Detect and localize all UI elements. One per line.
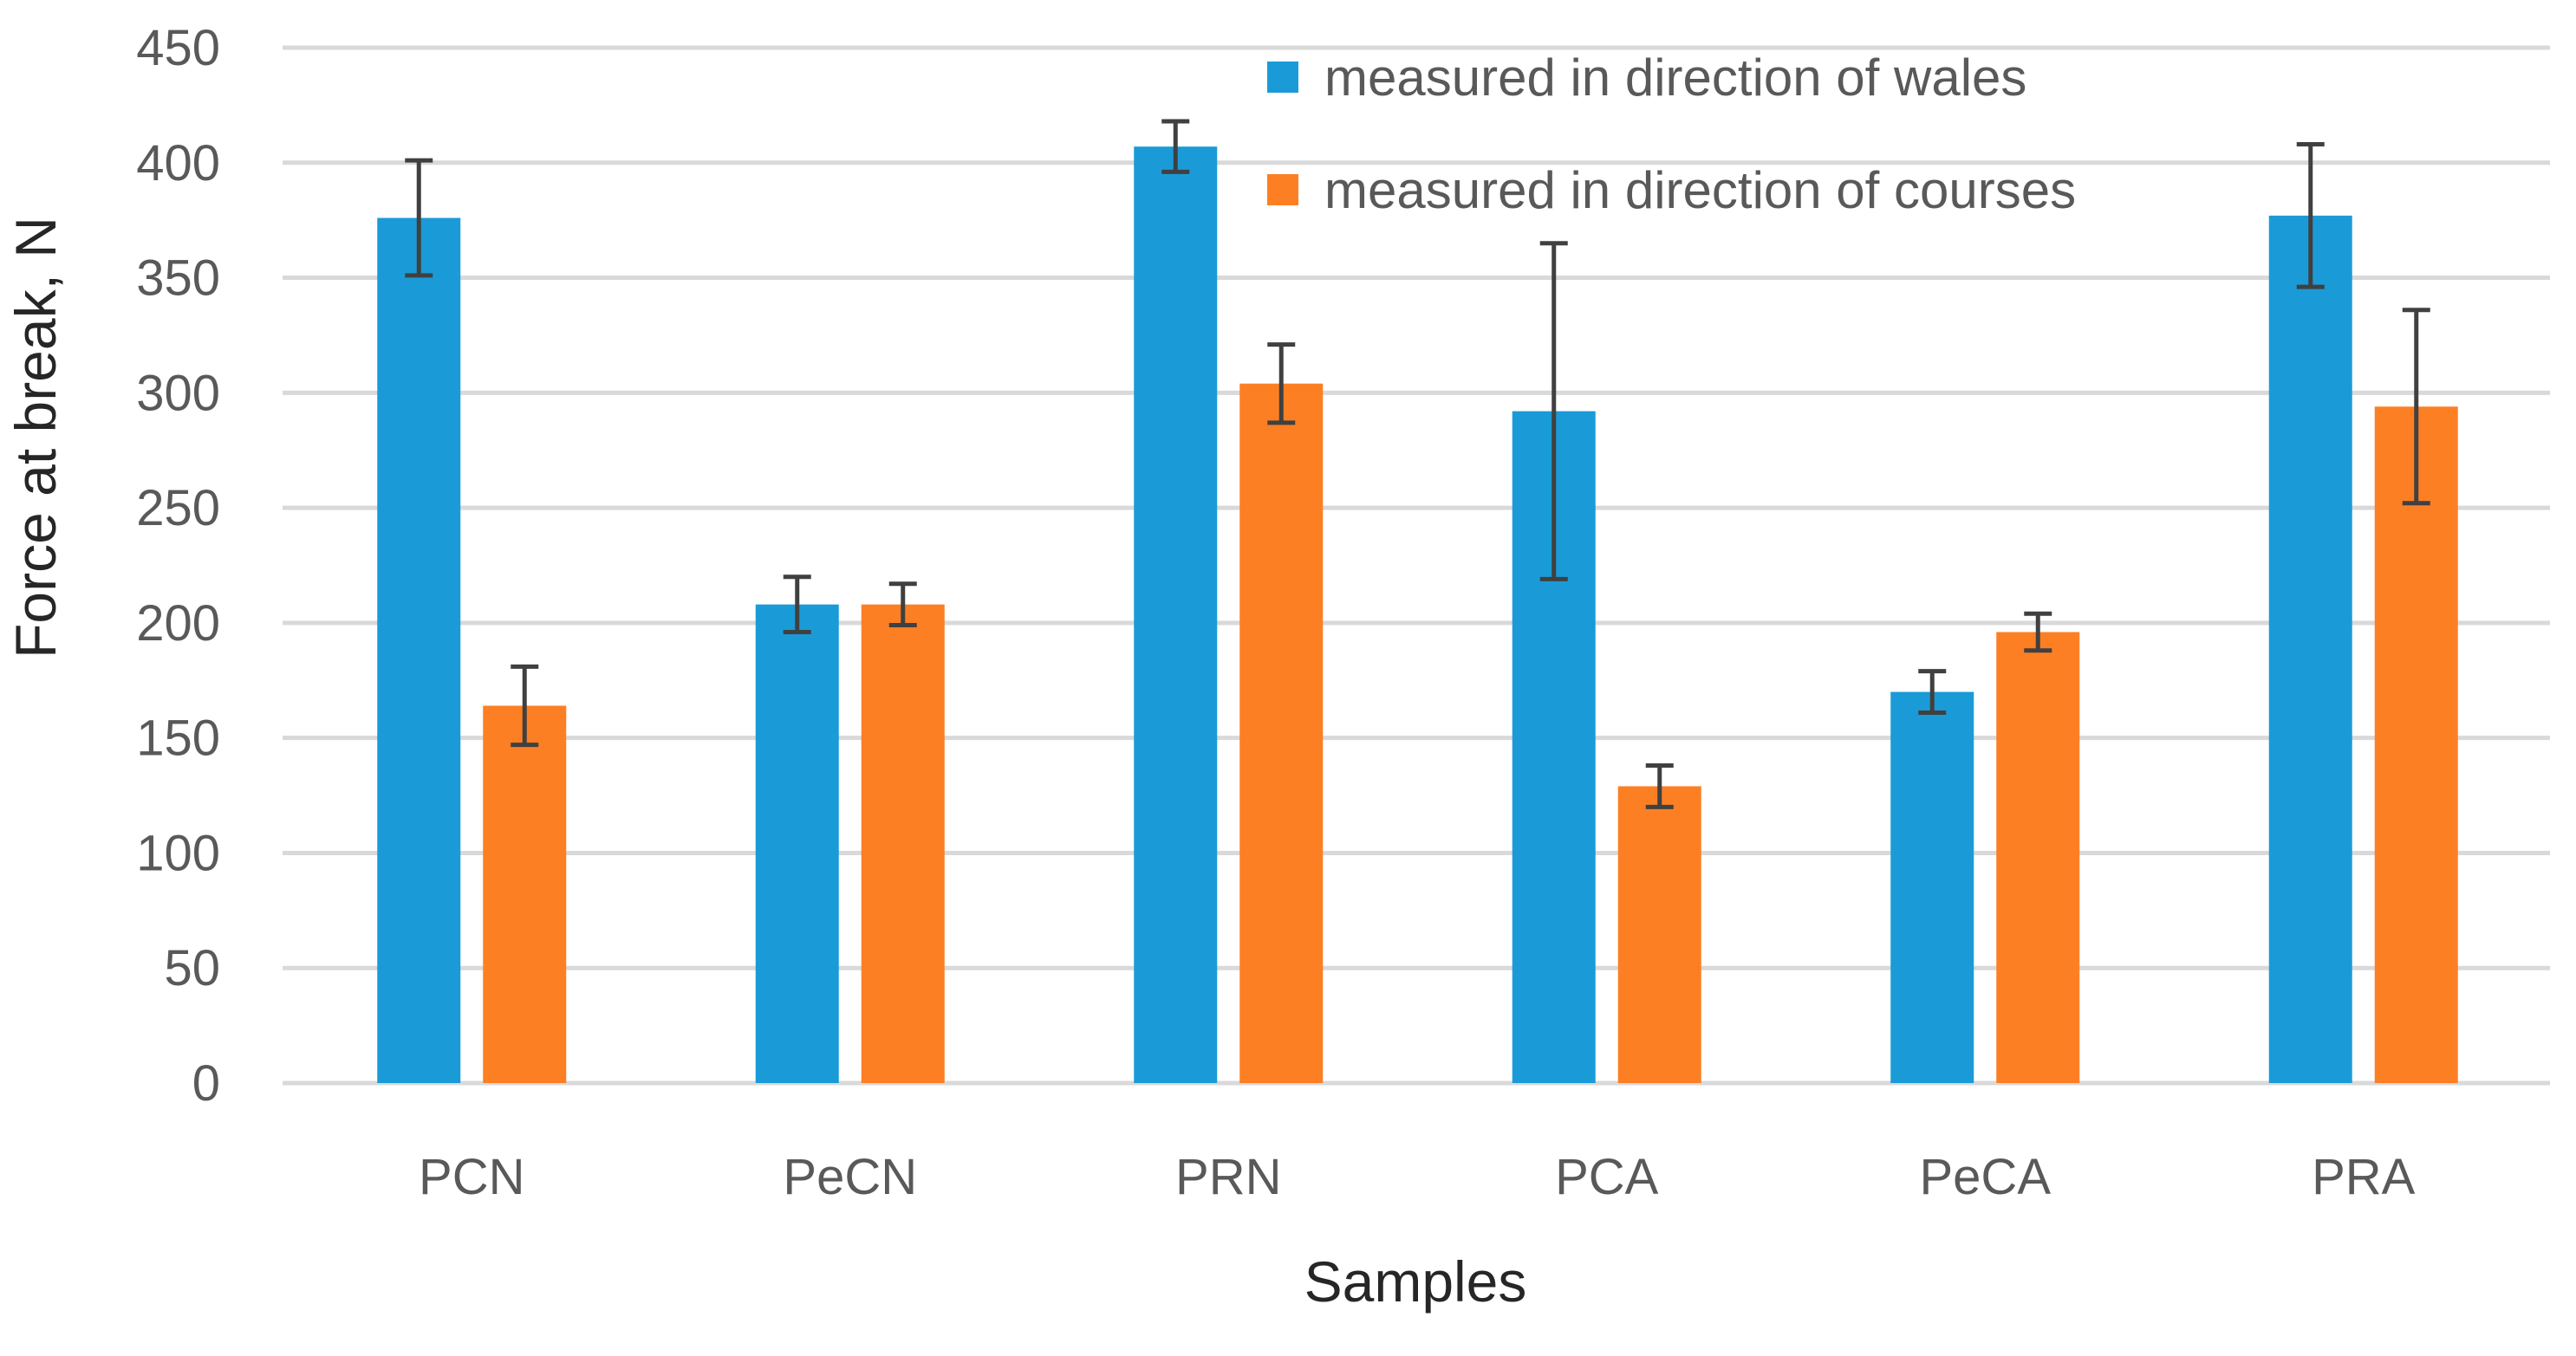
y-tick-label: 450 [136,20,220,76]
y-tick-label: 250 [136,480,220,536]
y-tick-label: 50 [164,940,220,996]
error-bar-PeCA-courses [2024,611,2052,653]
bar-PRA-courses [2374,406,2458,1083]
legend-swatch-courses [1267,174,1298,205]
bar-PCA-courses [1617,786,1701,1083]
error-bar-PeCN-courses [888,581,917,628]
y-tick-label: 100 [136,825,220,881]
y-tick-label: 400 [136,135,220,191]
legend-label-courses: measured in direction of courses [1324,161,2076,219]
x-tick-label: PCN [419,1149,524,1205]
bar-PRA-wales [2268,215,2352,1083]
x-axis-title: Samples [1304,1249,1527,1314]
error-bar-PeCA-wales [1918,669,1947,715]
legend-swatch-wales [1267,62,1298,93]
y-tick-label: 300 [136,365,220,421]
error-bar-PCA-wales [1539,241,1568,581]
x-tick-label: PCA [1555,1149,1659,1205]
bars [377,146,2458,1084]
y-tick-label: 0 [192,1055,220,1112]
error-bar-PRN-courses [1267,342,1296,425]
bar-PRN-wales [1134,146,1218,1084]
error-bar-PCN-courses [511,664,539,748]
bar-PeCN-wales [755,604,839,1083]
x-tick-label: PRA [2312,1149,2416,1205]
error-bar-PCN-wales [405,158,433,278]
y-axis-title: Force at break, N [3,217,68,659]
y-tick-label: 200 [136,595,220,652]
y-tick-label: 350 [136,250,220,307]
x-tick-label: PeCN [783,1149,917,1205]
bar-PCN-wales [377,217,461,1083]
bar-PeCN-courses [861,604,945,1083]
error-bars [405,119,2430,809]
x-tick-label: PRN [1175,1149,1281,1205]
error-bar-PCA-courses [1645,763,1674,809]
error-bar-PRA-wales [2296,142,2325,289]
gridlines [283,45,2550,1086]
bar-PRN-courses [1239,383,1324,1083]
bar-PeCA-wales [1890,691,1974,1083]
legend: measured in direction of wales measured … [1267,49,2076,219]
bar-PeCA-courses [1996,632,2080,1083]
y-axis-ticks: 0 50 100 150 200 250 300 350 400 450 [136,20,220,1112]
y-tick-label: 150 [136,710,220,767]
bar-PCN-courses [483,705,567,1083]
legend-label-wales: measured in direction of wales [1324,49,2026,107]
x-axis-ticks: PCN PeCN PRN PCA PeCA PRA [419,1149,2416,1205]
error-bar-PeCN-wales [783,574,811,635]
x-tick-label: PeCA [1919,1149,2051,1205]
error-bar-PRN-wales [1161,119,1190,174]
error-bar-PRA-courses [2402,308,2430,506]
